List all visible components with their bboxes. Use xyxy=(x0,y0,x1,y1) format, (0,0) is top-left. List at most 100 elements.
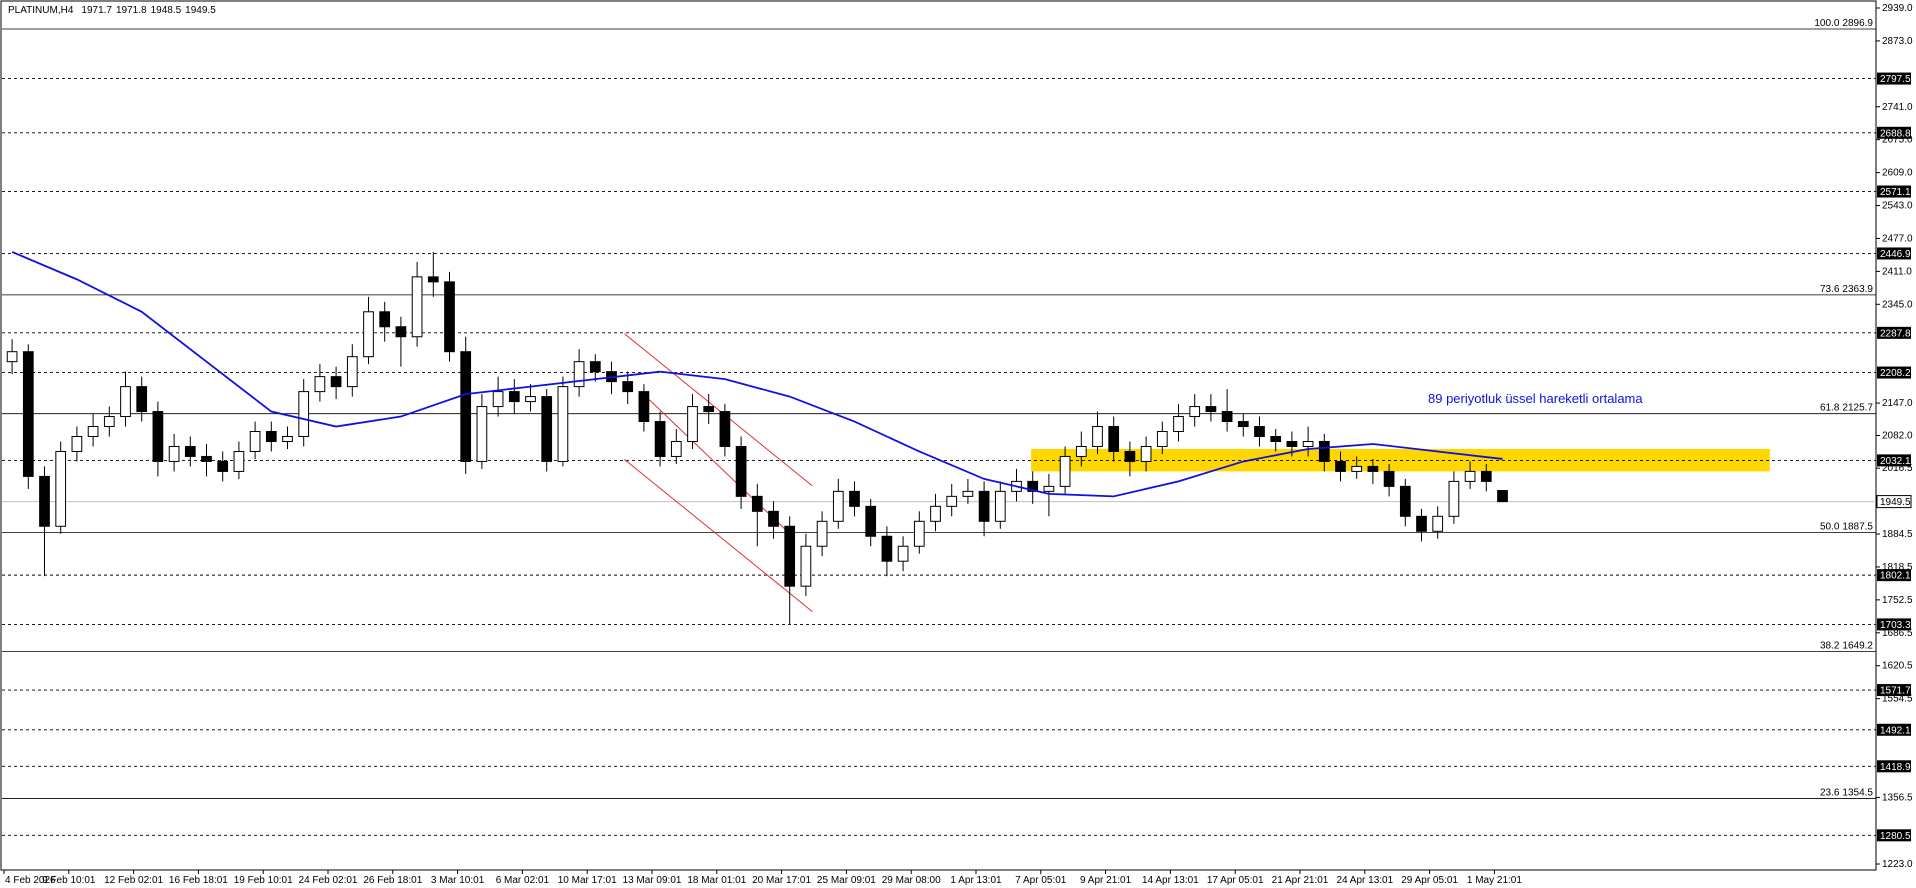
x-tick-label: 25 Mar 09:01 xyxy=(817,875,876,886)
plot-frame xyxy=(0,0,1877,871)
candle-body xyxy=(573,361,585,388)
level-label: 2797.5 xyxy=(1880,74,1911,85)
level-box xyxy=(1877,126,1911,139)
channel-line xyxy=(624,459,813,612)
candle-body xyxy=(930,505,941,522)
y-tick-label: 2543.0 xyxy=(1882,201,1913,212)
candle-body xyxy=(638,391,650,423)
candle-body xyxy=(1221,411,1233,423)
x-tick-label: 10 Mar 17:01 xyxy=(558,875,617,886)
candle-body xyxy=(298,391,310,437)
level-label: 2446.9 xyxy=(1880,249,1911,260)
x-tick-label: 12 Feb 02:01 xyxy=(104,875,163,886)
candle-body xyxy=(103,416,115,428)
candle-body xyxy=(136,386,148,413)
candle-body xyxy=(411,276,423,338)
candle-body xyxy=(201,455,212,462)
ema-annotation: 89 periyotluk üssel hareketli ortalama xyxy=(1428,391,1643,406)
candle-body xyxy=(168,445,180,462)
candle-body xyxy=(1124,450,1136,462)
candle-body xyxy=(249,431,261,452)
fib-level: 38.2 xyxy=(1820,640,1840,651)
fib-label: 50.0 1887.5 xyxy=(1820,522,1873,533)
candle-body xyxy=(39,475,50,527)
x-tick-label: 20 Mar 17:01 xyxy=(752,875,811,886)
candle-body xyxy=(282,435,293,442)
y-tick-label: 2609.0 xyxy=(1882,168,1913,179)
symbol: PLATINUM,H4 xyxy=(8,5,74,16)
level-label: 1280.5 xyxy=(1880,831,1911,842)
level-box xyxy=(1877,366,1911,379)
candle-body xyxy=(654,421,666,457)
y-tick-label: 1620.5 xyxy=(1882,661,1913,672)
level-label: 1418.9 xyxy=(1880,762,1911,773)
fib-label: 100.0 2896.9 xyxy=(1814,18,1873,29)
level-box xyxy=(1877,760,1911,773)
y-tick-label: 2147.0 xyxy=(1882,398,1913,409)
x-tick-label: 9 Feb 10:01 xyxy=(42,875,96,886)
y-tick-label: 2016.5 xyxy=(1882,463,1913,474)
fib-price: 1649.2 xyxy=(1842,640,1873,651)
level-box xyxy=(1877,723,1911,736)
candle-body xyxy=(622,381,634,393)
y-tick-label: 2411.0 xyxy=(1882,266,1912,277)
candle-body xyxy=(832,490,844,522)
candle-body xyxy=(184,445,196,457)
y-tick-label: 1554.5 xyxy=(1882,694,1913,705)
candle-body xyxy=(768,510,779,527)
level-box xyxy=(1877,247,1911,260)
candle-body xyxy=(233,450,245,472)
fib-label: 38.2 1649.2 xyxy=(1820,640,1873,651)
candle-body xyxy=(719,411,731,447)
candle-body xyxy=(962,490,974,497)
price-label: 1949.5 xyxy=(1880,497,1911,508)
fib-label: 73.6 2363.9 xyxy=(1820,284,1873,295)
x-tick-label: 13 Mar 09:01 xyxy=(623,875,682,886)
y-tick-label: 2477.0 xyxy=(1882,233,1913,244)
candle-body xyxy=(1302,440,1314,447)
x-tick-label: 4 Feb 2026 xyxy=(5,875,56,886)
candle-body xyxy=(946,495,958,507)
y-tick-label: 1884.5 xyxy=(1882,529,1913,540)
candle-body xyxy=(1480,470,1492,482)
candle-body xyxy=(1140,445,1152,462)
y-tick-label: 1818.5 xyxy=(1882,562,1913,573)
candle-body xyxy=(816,520,828,547)
y-tick-label: 1223.0 xyxy=(1882,859,1913,870)
y-tick-label: 2345.0 xyxy=(1882,299,1913,310)
candle-body xyxy=(849,490,860,507)
level-box xyxy=(1877,684,1911,697)
candle-body xyxy=(1399,485,1411,517)
candle-body xyxy=(330,376,342,388)
fib-level: 23.6 xyxy=(1820,787,1840,798)
y-tick-label: 1686.5 xyxy=(1882,628,1913,639)
price-box xyxy=(1876,495,1912,509)
level-box xyxy=(1877,829,1911,842)
level-box xyxy=(1877,185,1911,198)
candle-body xyxy=(1254,426,1265,437)
candle-body xyxy=(525,396,536,403)
candle-body xyxy=(1335,460,1346,472)
candle-body xyxy=(994,490,1006,522)
candle-body xyxy=(314,376,326,393)
candle-body xyxy=(784,525,796,587)
level-label: 2571.1 xyxy=(1880,187,1911,198)
quote-low: 1948.5 xyxy=(151,5,182,16)
candle-body xyxy=(881,535,893,562)
candle-body xyxy=(217,460,229,472)
candle-body xyxy=(589,361,601,373)
y-tick-label: 2675.0 xyxy=(1882,135,1913,146)
x-tick-label: 24 Feb 02:01 xyxy=(299,875,358,886)
fib-price: 1354.5 xyxy=(1842,787,1873,798)
candle-body xyxy=(1351,465,1363,472)
candle-body xyxy=(1027,480,1039,492)
level-box xyxy=(1877,326,1911,339)
candle-body xyxy=(1156,431,1168,447)
candle-body xyxy=(1497,490,1508,503)
candle-body xyxy=(71,435,83,452)
y-tick-label: 1356.5 xyxy=(1882,792,1913,803)
candle-body xyxy=(1237,421,1249,428)
candle-body xyxy=(1383,470,1395,487)
candle-body xyxy=(55,450,67,527)
